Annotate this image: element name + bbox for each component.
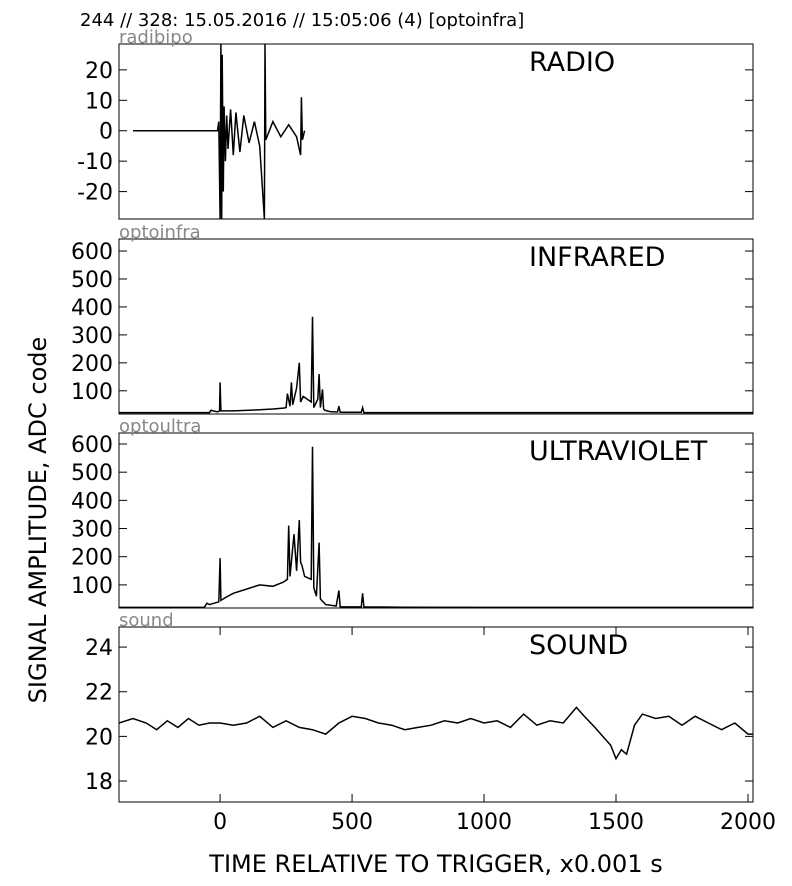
x-tick-label: 0 bbox=[213, 810, 227, 835]
y-tick-label: 18 bbox=[85, 770, 113, 795]
y-tick-label: 300 bbox=[71, 324, 113, 349]
panel-title: INFRARED bbox=[529, 242, 665, 273]
signal-line bbox=[133, 43, 306, 220]
y-tick-label: -10 bbox=[77, 150, 113, 175]
y-tick-label: 500 bbox=[71, 268, 113, 293]
plot-frame bbox=[118, 626, 754, 803]
y-tick-label: 500 bbox=[71, 461, 113, 486]
y-tick-label: 600 bbox=[71, 240, 113, 265]
y-tick-label: 24 bbox=[85, 636, 113, 661]
panel-label: radibipo bbox=[119, 27, 193, 48]
y-tick-label: 200 bbox=[71, 546, 113, 571]
y-tick-label: 0 bbox=[99, 120, 113, 145]
header: 244 // 328: 15.05.2016 // 15:05:06 (4) [… bbox=[80, 10, 524, 31]
x-tick-label: 1500 bbox=[588, 810, 644, 835]
panel-title: RADIO bbox=[529, 47, 615, 78]
x-axis-label: TIME RELATIVE TO TRIGGER, x0.001 s bbox=[208, 850, 662, 878]
plot-frame bbox=[118, 43, 754, 220]
panel-label: optoinfra bbox=[119, 222, 201, 243]
x-tick-label: 500 bbox=[331, 810, 373, 835]
panel-label: sound bbox=[119, 610, 174, 631]
y-tick-label: 20 bbox=[85, 725, 113, 750]
panel-title: ULTRAVIOLET bbox=[529, 436, 708, 467]
y-tick-label: 600 bbox=[71, 433, 113, 458]
y-tick-label: 400 bbox=[71, 296, 113, 321]
y-tick-label: 200 bbox=[71, 352, 113, 377]
y-tick-label: -20 bbox=[77, 181, 113, 206]
y-tick-label: 100 bbox=[71, 574, 113, 599]
y-tick-label: 22 bbox=[85, 681, 113, 706]
y-tick-label: 10 bbox=[85, 89, 113, 114]
y-tick-label: 400 bbox=[71, 489, 113, 514]
y-tick-label: 300 bbox=[71, 518, 113, 543]
plot-frame bbox=[118, 238, 754, 415]
signal-line bbox=[118, 706, 753, 761]
y-tick-label: 20 bbox=[85, 59, 113, 84]
x-tick-label: 2000 bbox=[720, 810, 776, 835]
x-tick-label: 1000 bbox=[456, 810, 512, 835]
signal-line bbox=[119, 446, 753, 609]
signal-line bbox=[119, 316, 753, 414]
y-axis-label: SIGNAL AMPLITUDE, ADC code bbox=[24, 337, 52, 704]
panel-label: optoultra bbox=[119, 416, 201, 437]
y-tick-label: 100 bbox=[71, 380, 113, 405]
panel-title: SOUND bbox=[529, 630, 628, 661]
